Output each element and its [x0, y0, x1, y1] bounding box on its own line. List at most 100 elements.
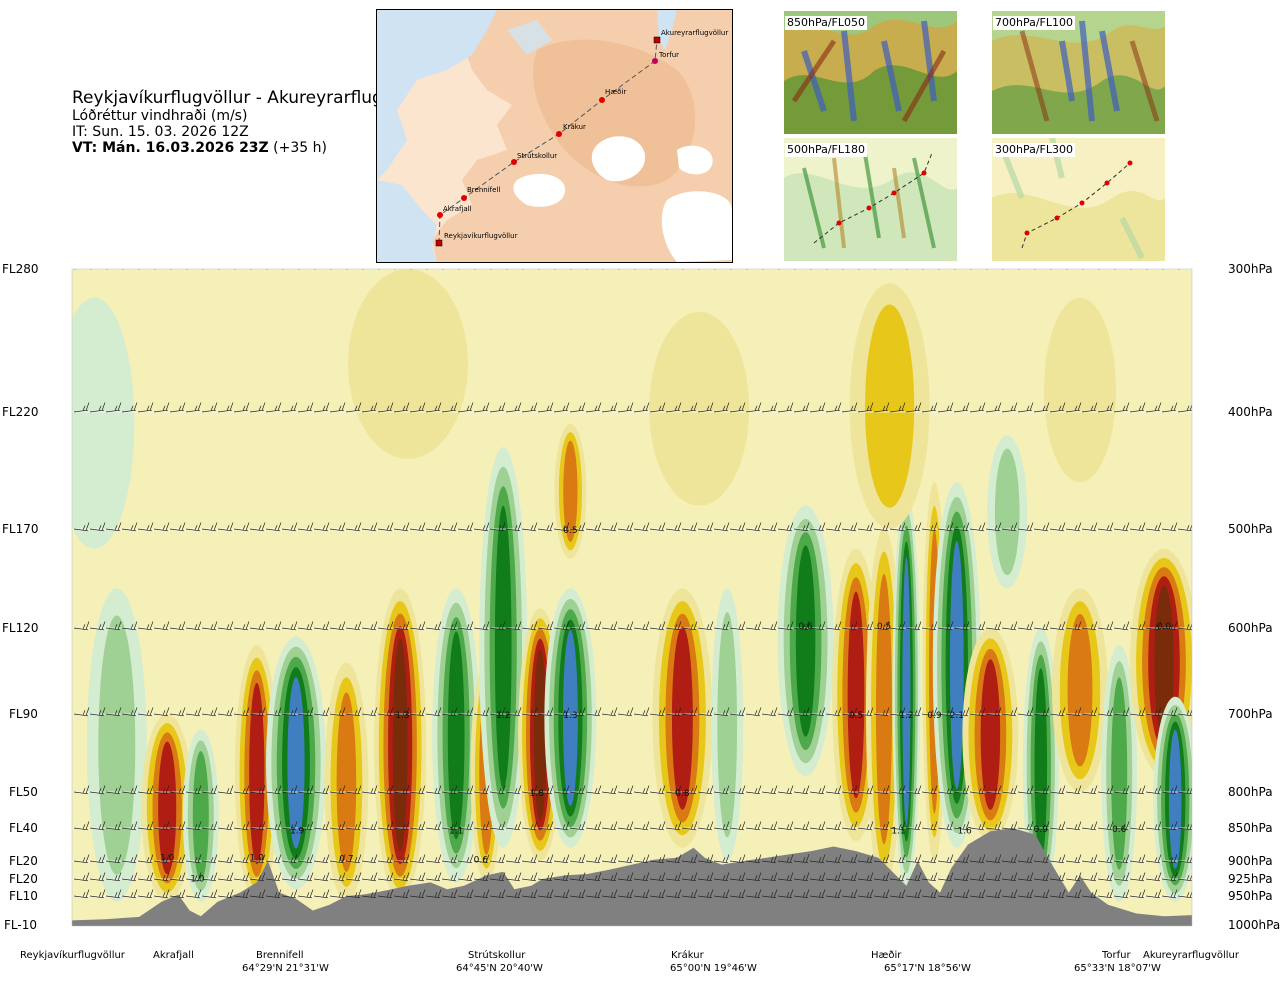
wind-barb	[793, 785, 810, 795]
thumbnail-300hpa[interactable]: 300hPa/FL300	[992, 138, 1165, 261]
wind-barb	[441, 785, 458, 795]
wind-barb	[745, 872, 762, 882]
wind-barb	[281, 821, 298, 831]
updraft-contour	[562, 630, 578, 807]
wind-barb	[393, 821, 410, 831]
wind-barb	[681, 621, 698, 631]
wind-barb	[489, 707, 506, 717]
wind-barb	[1114, 269, 1117, 270]
terrain-profile	[72, 828, 1192, 926]
wind-barb	[873, 522, 890, 532]
wind-barb	[585, 872, 602, 882]
wind-barb	[697, 785, 714, 795]
wind-barb	[393, 889, 410, 899]
wind-barb	[457, 785, 474, 795]
wind-barb	[633, 707, 650, 717]
wind-barb	[633, 402, 650, 413]
wind-barb	[153, 872, 170, 882]
wind-barb	[793, 872, 810, 882]
wind-barb	[1033, 821, 1050, 831]
wind-barb	[473, 402, 490, 413]
waypoint-name: Akrafjall	[153, 950, 194, 961]
wind-barb	[489, 785, 506, 795]
wind-barb	[921, 707, 938, 717]
wind-barb	[857, 889, 874, 899]
wind-barb	[1098, 269, 1101, 270]
wind-barb	[233, 707, 250, 717]
wind-barb	[345, 889, 362, 899]
wind-barb	[361, 621, 378, 631]
wind-barb	[297, 707, 314, 717]
wind-barb	[1129, 889, 1146, 899]
wind-barb	[729, 854, 746, 864]
wind-barb	[441, 402, 458, 413]
thumbnail-700hpa[interactable]: 700hPa/FL100	[992, 11, 1165, 134]
map-label-reykjavik: Reykjavíkurflugvöllur	[444, 232, 518, 240]
route-map[interactable]: Akureyrarflugvöllur Torfur Hæðir Krákur …	[376, 9, 733, 263]
wind-barb	[505, 872, 522, 882]
wind-barb	[857, 402, 874, 413]
cross-section-chart[interactable]: 1.0 1.0 1.0 1.9 0.7 1.3 1.1 0.6 1.2 1.8 1.3 0.5 0.8 0…	[0, 262, 1280, 942]
wind-barb	[1129, 402, 1146, 413]
wind-barb	[1161, 821, 1178, 831]
wind-barb	[729, 621, 746, 631]
wind-barb	[1129, 522, 1146, 532]
wind-barb	[409, 522, 426, 532]
wind-barb	[825, 854, 842, 864]
wind-barb	[90, 269, 93, 270]
wind-barb	[841, 889, 858, 899]
parameter-label: Lóðréttur vindhraði (m/s)	[72, 108, 248, 124]
wind-barb	[889, 854, 906, 864]
wind-barb	[745, 821, 762, 831]
wind-barb	[169, 854, 186, 864]
wind-barb	[233, 854, 250, 864]
wind-barb	[505, 889, 522, 899]
wind-barb	[1145, 872, 1162, 882]
thumbnail-500hpa[interactable]: 500hPa/FL180	[784, 138, 957, 261]
wind-barb	[553, 872, 570, 882]
contour-value-label: 1.0	[160, 853, 175, 863]
wind-barb	[425, 785, 442, 795]
wind-barb	[617, 621, 634, 631]
wind-barb	[1097, 707, 1114, 717]
wind-barb	[233, 889, 250, 899]
wind-barb	[425, 821, 442, 831]
wind-barb	[473, 621, 490, 631]
wind-barb	[201, 821, 218, 831]
wind-barb	[585, 854, 602, 864]
wind-barb	[201, 854, 218, 864]
wind-barb	[1017, 785, 1034, 795]
wind-barb	[1177, 623, 1192, 631]
wind-barb	[153, 785, 170, 795]
wind-barb	[89, 621, 106, 631]
wind-barb	[201, 889, 218, 899]
wind-barb	[121, 707, 138, 717]
waypoint-coordinate: 64°29'N 21°31'W	[242, 963, 329, 974]
wind-barb	[1178, 269, 1181, 270]
wind-barb	[969, 402, 986, 413]
wind-barb	[537, 889, 554, 899]
thumbnail-850hpa[interactable]: 850hPa/FL050	[784, 11, 957, 134]
wind-barb	[1017, 402, 1034, 413]
wind-barb	[841, 785, 858, 795]
wind-barb	[745, 785, 762, 795]
wind-barb	[921, 785, 938, 795]
wind-barb	[745, 522, 762, 532]
wind-barb	[633, 522, 650, 532]
wind-barb	[953, 621, 970, 631]
wind-barb	[569, 785, 586, 795]
wind-barb	[1113, 872, 1130, 882]
wind-barb	[457, 402, 474, 413]
wind-barb	[857, 621, 874, 631]
waypoint-coordinate: 65°17'N 18°56'W	[884, 963, 971, 974]
wind-barb	[569, 621, 586, 631]
downdraft-contour	[876, 574, 892, 845]
wind-barb	[1081, 621, 1098, 631]
updraft-contour	[902, 557, 911, 826]
wind-barb	[602, 269, 605, 270]
wind-barb	[361, 854, 378, 864]
wind-barb	[297, 889, 314, 899]
wind-barb	[570, 269, 573, 270]
wind-barb	[793, 621, 810, 631]
wind-barb	[1065, 621, 1082, 631]
